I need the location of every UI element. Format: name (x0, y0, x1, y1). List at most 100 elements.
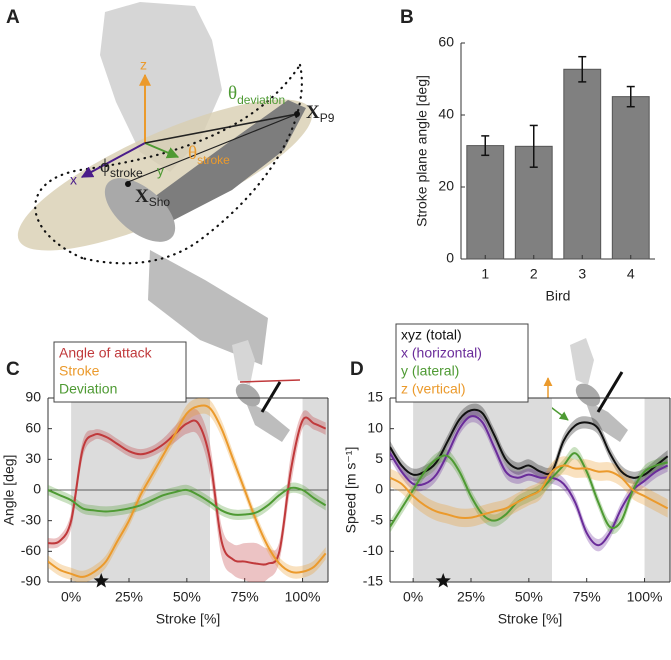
inset-vector (239, 379, 301, 383)
inset-wing (585, 400, 628, 442)
inset-wing (245, 400, 290, 442)
point-label: XSho (135, 186, 170, 209)
spread-band (390, 410, 668, 552)
spread-band (390, 403, 668, 484)
inset-vector (260, 381, 282, 413)
angle-label: θstroke (188, 143, 230, 167)
panel-label: A (6, 7, 20, 28)
y-axis-label: Stroke plane angle [deg] (414, 75, 430, 227)
y-axis-label: Speed [m s⁻¹] (343, 447, 359, 534)
symbol: X (306, 102, 320, 123)
subscript: stroke (110, 166, 143, 180)
series-line (48, 404, 327, 578)
panel-label: C (6, 359, 20, 380)
chart: B 0 20 40 60 Stroke plane angle [deg] Bird 1 2 3 4 (400, 7, 655, 304)
legend-box (53, 341, 187, 403)
legend-entry: Angle of attack (59, 345, 153, 361)
subscript: Sho (149, 195, 171, 209)
axis-label: z (140, 57, 147, 73)
y-tick-label: 10 (367, 419, 383, 435)
y-tick-label: 40 (438, 106, 454, 122)
inset-body (575, 383, 601, 407)
p9-point (294, 111, 300, 117)
y-tick-label: 60 (438, 34, 454, 50)
angle-label: θdeviation (228, 83, 285, 107)
wing-vector (144, 113, 298, 144)
x-tick-label: 0% (61, 589, 81, 605)
y-tick-label: 20 (438, 178, 454, 194)
x-tick-label: 3 (578, 266, 586, 282)
legend-entry: xyz (total) (401, 327, 462, 343)
x-tick-label: 25% (457, 589, 485, 605)
x-axis-label: Stroke [%] (156, 611, 221, 627)
shoulder-line (127, 113, 298, 183)
x-axis-label: Bird (546, 288, 571, 304)
x-tick-label: 100% (627, 589, 663, 605)
subscript: stroke (197, 153, 230, 167)
star-marker (93, 573, 109, 588)
inset-body (235, 383, 261, 407)
panel-label: D (350, 359, 364, 380)
x-tick-label: 0% (403, 589, 423, 605)
panel-label: B (400, 7, 414, 28)
y-axis-label: Angle [deg] (1, 455, 17, 526)
y-tick-label: -15 (363, 573, 383, 589)
series-line (48, 486, 327, 516)
y-tick-label: -10 (363, 542, 383, 558)
spread-band (48, 409, 326, 582)
subscript: deviation (237, 93, 285, 107)
x-axis-label: Stroke [%] (498, 611, 563, 627)
y-tick-label: 15 (367, 389, 383, 405)
bar (611, 96, 650, 260)
x-axis (80, 142, 146, 178)
y-tick-label: 0 (33, 481, 41, 497)
symbol: θ (228, 83, 237, 104)
y-tick-label: -30 (21, 511, 41, 527)
y-tick-label: 0 (446, 250, 454, 266)
y-tick-label: 5 (375, 450, 383, 466)
inset-vector (596, 371, 624, 413)
chart: D -15 -10 -5 0 5 10 15 Speed [m s⁻¹] Stroke [%] 0%… (343, 323, 671, 627)
shoulder-point (125, 181, 131, 187)
y-tick-label: -5 (371, 511, 384, 527)
chart: C -90 -60 -30 0 30 60 90 Angle [deg] Stroke [%] 0%… (1, 341, 329, 627)
x-tick-label: 75% (573, 589, 601, 605)
x-tick-label: 50% (173, 589, 201, 605)
series-line (48, 416, 327, 566)
subscript: P9 (320, 111, 335, 125)
lower-wing (148, 250, 268, 365)
symbol: ϕ (100, 156, 110, 177)
y-tick-label: -90 (21, 573, 41, 589)
axis-label: x (70, 172, 77, 188)
angle-label: ϕstroke (100, 156, 143, 180)
y-tick-label: 60 (25, 419, 41, 435)
panel-a: A z x y θdeviation θstroke ϕstroke XP9 X… (6, 2, 335, 365)
symbol: X (135, 186, 149, 207)
inset-c (232, 340, 301, 442)
x-tick-label: 75% (231, 589, 259, 605)
x-tick-label: 100% (285, 589, 321, 605)
x-tick-label: 1 (481, 266, 489, 282)
legend-entry: Stroke (59, 363, 100, 379)
spread-band (390, 446, 668, 535)
legend: xyz (total) x (horizontal) y (lateral) z (v… (395, 323, 529, 403)
axis-label: y (157, 163, 164, 179)
legend: Angle of attack Stroke Deviation (53, 341, 187, 403)
bar (466, 145, 505, 260)
series-line (390, 415, 669, 547)
mid-wing (150, 100, 306, 222)
y-tick-label: 30 (25, 450, 41, 466)
legend-entry: x (horizontal) (401, 345, 482, 361)
y-tick-label: -60 (21, 542, 41, 558)
bar (563, 68, 602, 260)
star-marker (435, 573, 451, 588)
legend-box (395, 323, 529, 403)
inset-wing (232, 340, 255, 385)
y-tick-label: 90 (25, 389, 41, 405)
inset-wing (570, 338, 594, 385)
x-tick-label: 4 (627, 266, 635, 282)
series-line (390, 464, 669, 519)
legend-entry: Deviation (59, 381, 117, 397)
point-label: XP9 (306, 102, 335, 125)
